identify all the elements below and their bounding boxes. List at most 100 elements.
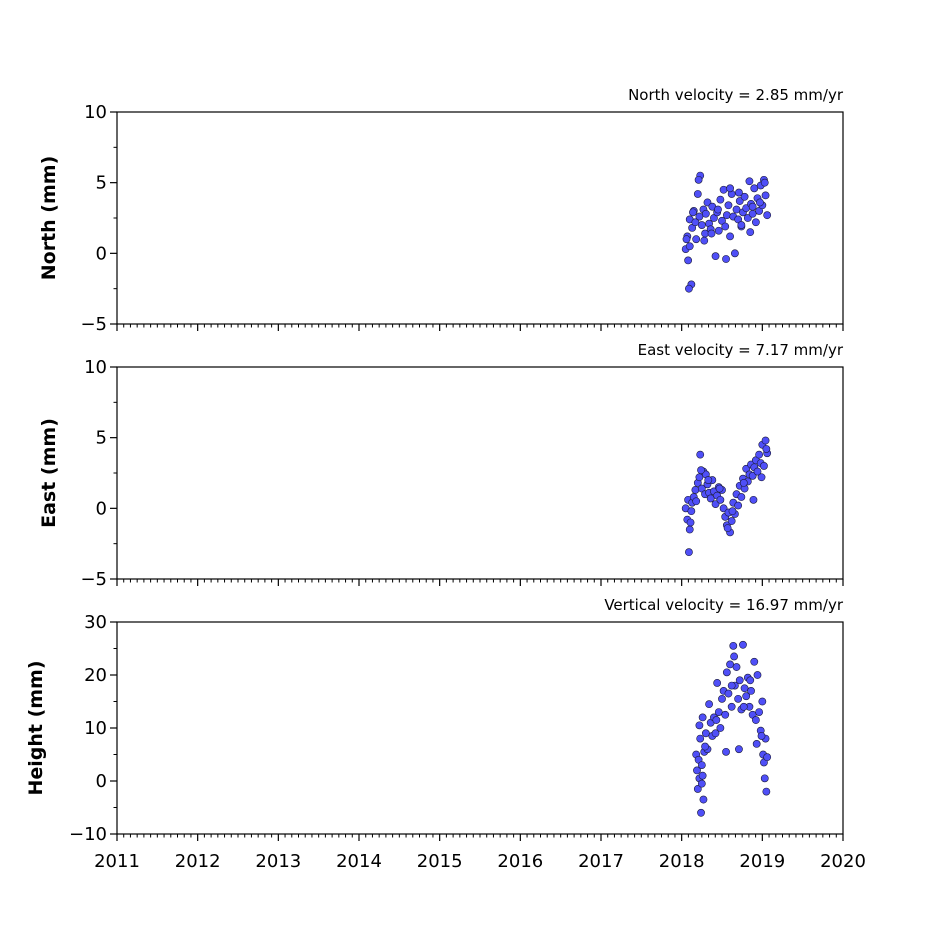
panel-east-frame [116, 366, 844, 580]
panel-north-data-point [756, 198, 764, 207]
panel-height-data-point [721, 710, 730, 719]
panel-east-data-point [760, 462, 768, 470]
panel-height-data-point [697, 808, 705, 817]
panel-north-ylabel: North (mm) [38, 156, 60, 281]
panel-east-y-tick-label: 5 [96, 428, 107, 449]
panel-height-x-tick-label: 2011 [94, 851, 140, 872]
panel-height-data-point [739, 702, 748, 711]
panel-east-data-point [692, 497, 701, 506]
panel-north-data-point [751, 218, 760, 227]
panel-north-data-point [682, 235, 691, 244]
panel-height-data-point [757, 732, 766, 740]
panel-height-data-point [698, 713, 707, 722]
panel-height-data-point [718, 694, 726, 703]
panel-east-data-point [704, 476, 713, 484]
panel-height-data-point [697, 761, 706, 769]
panel-east-y-tick-label: 10 [84, 357, 107, 378]
panel-north: −5 0 5 10 North velocity = 2.85 mm/yr North… [38, 86, 844, 335]
panel-height-data-point [734, 694, 743, 703]
panel-north-data-point [689, 208, 697, 217]
panel-height-points [692, 640, 772, 817]
panel-north-y-tick-label: −5 [80, 314, 107, 335]
panel-east-data-point [696, 450, 705, 459]
panel-east-title: East velocity = 7.17 mm/yr [638, 341, 844, 359]
panel-north-data-point [760, 178, 769, 187]
panel-north-data-point [750, 184, 759, 193]
panel-height-x-tick-label: 2017 [578, 851, 624, 872]
panel-north-data-point [746, 228, 755, 237]
panel-height-data-point [727, 702, 736, 711]
panel-north-data-point [714, 226, 723, 235]
panel-north-data-point [707, 229, 716, 238]
panel-height-title: Vertical velocity = 16.97 mm/yr [604, 596, 844, 614]
panel-east-data-point [753, 467, 762, 476]
panel-east-data-point [749, 495, 758, 504]
panel-height-data-point [729, 641, 738, 650]
panel-north-data-point [722, 211, 731, 220]
panel-east-data-point [755, 450, 764, 459]
panel-height-data-point [722, 747, 730, 756]
panel-height-data-point [753, 671, 762, 679]
panel-north-data-point [719, 185, 728, 194]
panel-height-data-point [732, 663, 741, 671]
panel-height-data-point [751, 716, 760, 724]
panel-north-data-point [748, 202, 757, 211]
panel-height-data-point [730, 652, 738, 661]
panel-north-data-point [763, 211, 772, 220]
panel-height-data-point [740, 684, 749, 693]
panel-height-x-tick-label: 2018 [659, 851, 705, 872]
panel-north-data-point [711, 252, 720, 261]
panel-east-data-point [686, 518, 695, 527]
panel-height-frame [116, 621, 844, 835]
panel-height-data-point [695, 721, 704, 730]
panel-north-data-point [721, 222, 730, 231]
panel-height-y-tick-label: 30 [84, 612, 107, 633]
panel-height-data-point [726, 660, 734, 669]
panel-height-data-point [735, 745, 743, 754]
panel-east-data-point [761, 436, 770, 445]
panel-north-points [681, 171, 772, 293]
panel-north-data-point [685, 284, 693, 293]
panel-north-data-point [735, 188, 743, 197]
panel-height-x-tick-label: 2020 [820, 851, 866, 872]
panel-north-data-point [716, 195, 725, 204]
panel-north-data-point [700, 236, 709, 245]
panel-height-data-point [696, 734, 705, 743]
panel-east-data-point [737, 493, 746, 501]
panel-north-data-point [761, 191, 770, 200]
panel-north-title: North velocity = 2.85 mm/yr [628, 86, 844, 104]
panel-height-data-point [727, 681, 736, 690]
panel-east-data-point [685, 525, 694, 534]
panel-height-data-point [698, 771, 707, 780]
panel-height-data-point [705, 700, 713, 709]
panel-east-data-point [691, 486, 700, 494]
panel-height-y-tick-label: 20 [84, 665, 107, 686]
panel-east-data-point [685, 548, 693, 557]
panel-height-data-point [713, 679, 722, 687]
panel-height-data-point [693, 766, 701, 775]
panel-height-data-point [755, 708, 764, 716]
panel-north-data-point [722, 255, 730, 263]
panel-height-data-point [693, 785, 702, 793]
panel-north-data-point [745, 177, 754, 186]
panel-height-ylabel: Height (mm) [25, 660, 47, 795]
panel-height-data-point [762, 787, 771, 796]
panel-height-data-point [763, 753, 772, 762]
panel-east-y-tick-label: −5 [80, 569, 107, 590]
panel-height-data-point [711, 729, 720, 738]
panel-height-data-point [750, 657, 759, 666]
panel-north-data-point [701, 209, 710, 218]
panel-height-data-point [758, 697, 767, 706]
panel-east-data-point [715, 484, 724, 493]
panel-height-data-point [722, 668, 731, 677]
panel-north-data-point [684, 256, 693, 265]
panel-north-data-point [731, 249, 739, 258]
panel-north-frame [116, 111, 844, 325]
panel-east-data-point [757, 473, 766, 482]
panel-north-data-point [740, 192, 749, 201]
panel-east-data-point [716, 495, 725, 504]
panel-east-data-point [739, 478, 748, 487]
panel-height-x-tick-label: 2012 [175, 851, 221, 872]
